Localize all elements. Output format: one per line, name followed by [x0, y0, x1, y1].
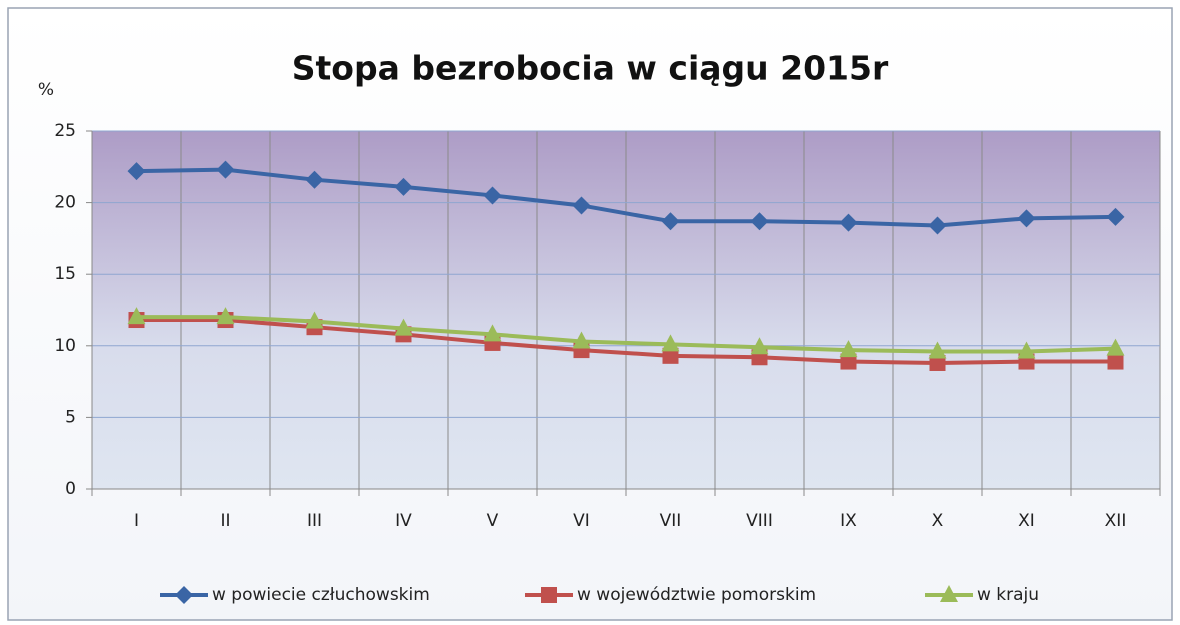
y-tick-label: 5	[65, 407, 76, 427]
data-point	[572, 196, 591, 215]
x-tick-label: IV	[395, 511, 412, 531]
data-point	[127, 307, 146, 325]
data-point	[394, 177, 413, 196]
data-point	[1017, 341, 1036, 359]
x-tick-label: X	[932, 511, 944, 531]
x-tick-label: II	[220, 511, 230, 531]
legend-label: w kraju	[977, 585, 1039, 605]
data-point	[483, 186, 502, 205]
y-axis-label: %	[38, 80, 54, 100]
x-tick-label: XI	[1018, 511, 1035, 531]
data-point	[1107, 353, 1124, 370]
x-tick-label: VI	[573, 511, 590, 531]
data-point	[572, 331, 591, 349]
data-point	[394, 318, 413, 336]
data-point	[840, 353, 857, 370]
data-point	[839, 213, 858, 232]
x-tick-label: XII	[1105, 511, 1127, 531]
data-point	[839, 340, 858, 358]
series-line	[136, 167, 1116, 228]
data-point	[127, 162, 146, 181]
data-point	[483, 324, 502, 342]
data-point	[750, 337, 769, 355]
x-tick-label: V	[487, 511, 499, 531]
series-line	[136, 318, 1116, 365]
legend-marker	[541, 587, 557, 603]
data-point	[305, 170, 324, 189]
data-point	[928, 216, 947, 235]
y-tick-label: 0	[65, 479, 76, 499]
x-tick-label: VII	[660, 511, 682, 531]
data-point	[1017, 209, 1036, 228]
data-point	[216, 307, 235, 325]
legend-marker	[175, 586, 193, 604]
legend-label: w województwie pomorskim	[577, 585, 816, 605]
data-point	[928, 341, 947, 359]
legend-label: w powiecie człuchowskim	[212, 585, 430, 605]
data-point	[216, 160, 235, 179]
legend-marker	[940, 585, 958, 602]
x-tick-label: I	[134, 511, 139, 531]
data-point	[1106, 207, 1125, 226]
data-point	[661, 334, 680, 352]
x-tick-label: VIII	[746, 511, 773, 531]
y-tick-label: 25	[54, 121, 76, 141]
data-point	[929, 354, 946, 371]
x-tick-label: IX	[840, 511, 857, 531]
data-point	[661, 212, 680, 231]
y-tick-label: 15	[54, 264, 76, 284]
data-point	[662, 347, 679, 364]
x-tick-label: III	[307, 511, 322, 531]
series-line	[136, 315, 1116, 354]
y-tick-label: 10	[54, 336, 76, 356]
data-point	[750, 212, 769, 231]
chart-title: Stopa bezrobocia w ciągu 2015r	[292, 49, 889, 88]
data-point	[1106, 338, 1125, 356]
y-tick-label: 20	[54, 193, 76, 213]
data-point	[305, 311, 324, 329]
